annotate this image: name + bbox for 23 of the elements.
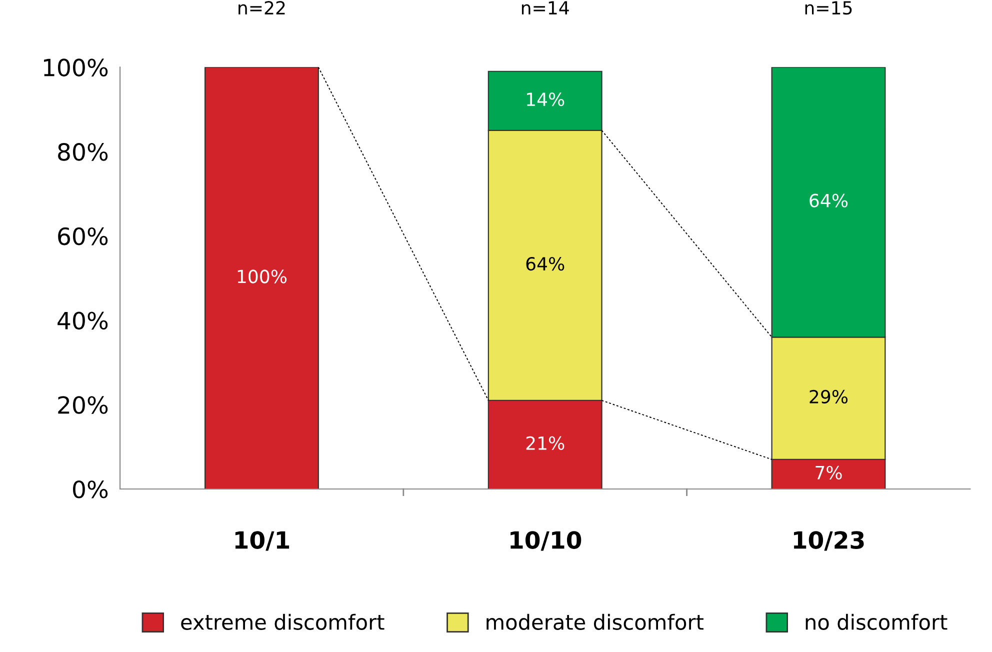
legend-label: moderate discomfort xyxy=(486,614,704,630)
y-tick-label: 100% xyxy=(44,58,108,76)
data-label: 14% xyxy=(527,92,564,106)
data-label: 64% xyxy=(810,194,848,208)
y-tick-label: 0% xyxy=(73,480,108,498)
data-label: 64% xyxy=(526,257,564,271)
bar xyxy=(204,67,319,489)
y-tick-label: 80% xyxy=(58,142,108,161)
annotation: n=14 xyxy=(522,1,569,14)
annotation: n=22 xyxy=(238,0,285,14)
data-label: 29% xyxy=(810,390,848,404)
legend-label: extreme discomfort xyxy=(181,614,384,630)
x-tick-label: 10/23 xyxy=(794,531,864,551)
data-label: 21% xyxy=(526,436,564,450)
x-tick-label: 10/10 xyxy=(510,531,582,551)
data-label: 7% xyxy=(816,466,842,480)
data-label: 100% xyxy=(238,270,287,284)
y-tick-label: 60% xyxy=(58,227,108,246)
annotation: n=15 xyxy=(805,1,852,15)
y-tick-label: 40% xyxy=(58,312,108,330)
x-tick-label: 10/1 xyxy=(235,531,290,551)
legend-label: no discomfort xyxy=(806,614,948,630)
y-tick-label: 20% xyxy=(58,396,108,414)
